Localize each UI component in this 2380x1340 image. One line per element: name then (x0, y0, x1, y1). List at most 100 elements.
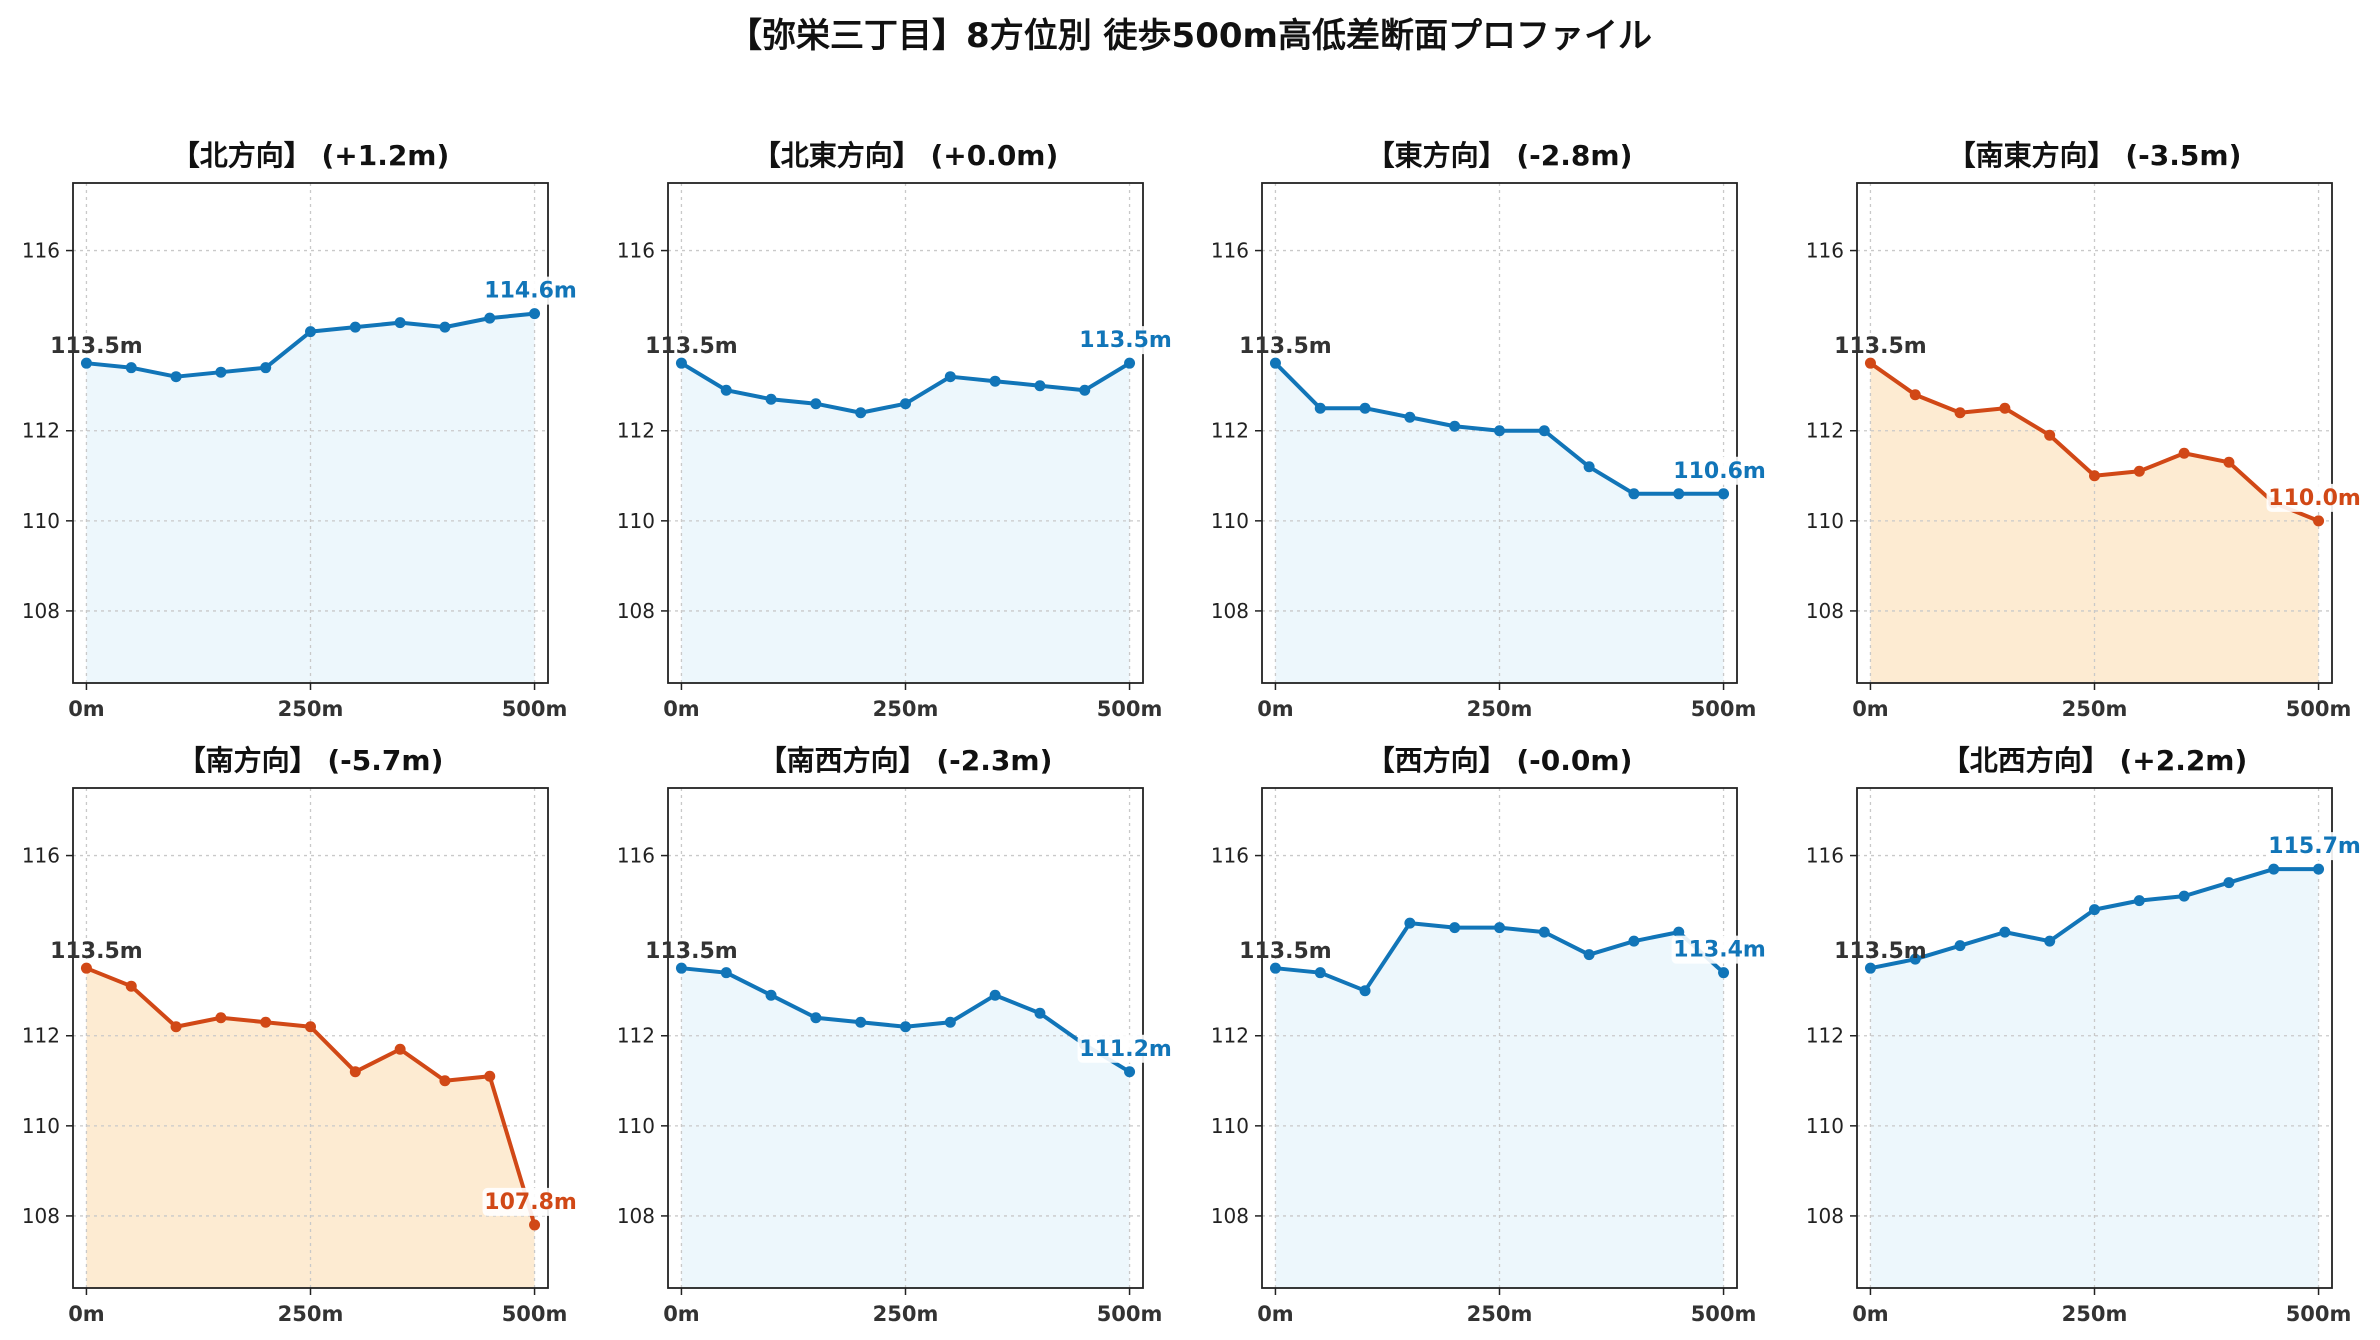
y-tick-label: 108 (1806, 1204, 1844, 1228)
y-tick-label: 112 (22, 419, 60, 443)
data-point (170, 371, 182, 383)
data-point (1034, 1007, 1046, 1019)
start-label: 113.5m (1834, 939, 1927, 964)
panel-title: 【東方向】 (-2.8m) (1367, 139, 1633, 172)
data-point (1124, 1066, 1136, 1078)
end-label: 114.6m (484, 279, 577, 304)
data-point (2268, 863, 2280, 875)
panel-title: 【北東方向】 (+0.0m) (753, 139, 1059, 172)
x-tick-label: 250m (873, 697, 939, 721)
panel-title: 【南東方向】 (-3.5m) (1948, 139, 2242, 172)
y-tick-label: 110 (1806, 1114, 1844, 1138)
y-tick-label: 108 (1211, 599, 1249, 623)
y-tick-label: 116 (1211, 239, 1249, 263)
y-tick-label: 112 (617, 1024, 655, 1048)
data-point (2223, 877, 2235, 889)
data-point (2313, 515, 2325, 527)
end-label-box (1077, 326, 1174, 355)
data-point (855, 1016, 867, 1028)
x-tick-label: 500m (1097, 1302, 1163, 1326)
data-point (439, 1075, 451, 1087)
data-point (855, 407, 867, 419)
area-fill (1275, 363, 1724, 683)
chart-panel-0: 【北方向】 (+1.2m) 108 110 112 116 0m 250m 500m 113.5… (22, 139, 579, 721)
data-point (675, 962, 687, 974)
data-point (765, 989, 777, 1001)
data-point (2044, 935, 2056, 947)
x-tick-label: 250m (1467, 1302, 1533, 1326)
data-point (1954, 407, 1966, 419)
chart-panel-3: 【南東方向】 (-3.5m) 108 110 112 116 0m 250m 500m 113.… (1806, 139, 2363, 721)
data-point (810, 398, 822, 410)
data-point (170, 1021, 182, 1033)
chart-panel-6: 【西方向】 (-0.0m) 108 110 112 116 0m 250m 500m 113.5… (1211, 744, 1768, 1326)
start-label: 113.5m (50, 939, 143, 964)
data-point (900, 398, 911, 410)
data-point (1538, 926, 1550, 938)
data-point (1404, 917, 1416, 929)
data-point (2178, 890, 2190, 902)
y-tick-label: 116 (22, 844, 60, 868)
chart-panel-4: 【南方向】 (-5.7m) 108 110 112 116 0m 250m 500m 113.5… (22, 744, 579, 1326)
panel-title: 【西方向】 (-0.0m) (1367, 744, 1633, 777)
data-point (675, 357, 687, 369)
data-point (1449, 420, 1461, 432)
start-label: 113.5m (1239, 334, 1332, 359)
data-point (260, 1016, 272, 1028)
data-point (1359, 402, 1371, 414)
data-point (1269, 357, 1281, 369)
start-label: 113.5m (645, 334, 738, 359)
area-fill (1870, 869, 2319, 1288)
data-point (944, 1016, 956, 1028)
data-point (215, 366, 227, 378)
data-point (1034, 380, 1046, 392)
chart-panel-5: 【南西方向】 (-2.3m) 108 110 112 116 0m 250m 500m 113.… (617, 744, 1174, 1326)
data-point (80, 962, 92, 974)
start-label: 113.5m (1834, 334, 1927, 359)
data-point (1494, 425, 1505, 437)
x-tick-label: 0m (663, 1302, 700, 1326)
data-point (720, 967, 732, 979)
figure-title: 【弥栄三丁目】8方位別 徒歩500m高低差断面プロファイル (728, 16, 1652, 56)
data-point (529, 308, 541, 320)
end-label: 110.6m (1673, 459, 1766, 484)
data-point (989, 989, 1001, 1001)
x-tick-label: 500m (1097, 697, 1163, 721)
data-point (394, 317, 406, 329)
data-point (2044, 429, 2056, 441)
data-point (900, 1021, 911, 1033)
area-fill (681, 968, 1130, 1288)
x-tick-label: 500m (1691, 697, 1757, 721)
y-tick-label: 116 (1806, 239, 1844, 263)
y-tick-label: 108 (22, 599, 60, 623)
data-point (1673, 488, 1685, 500)
x-tick-label: 250m (873, 1302, 939, 1326)
data-point (349, 321, 361, 333)
x-tick-label: 500m (2286, 697, 2352, 721)
y-tick-label: 108 (22, 1204, 60, 1228)
data-point (1718, 967, 1730, 979)
y-tick-label: 116 (1211, 844, 1249, 868)
data-point (1909, 389, 1921, 401)
y-tick-label: 110 (1806, 509, 1844, 533)
x-tick-label: 0m (663, 697, 700, 721)
panel-title: 【北方向】 (+1.2m) (172, 139, 450, 172)
x-tick-label: 250m (2062, 1302, 2128, 1326)
start-label: 113.5m (1239, 939, 1332, 964)
y-tick-label: 116 (22, 239, 60, 263)
area-fill (681, 363, 1130, 683)
y-tick-label: 112 (1211, 419, 1249, 443)
data-point (1314, 967, 1326, 979)
data-point (1999, 402, 2011, 414)
data-point (215, 1012, 227, 1024)
data-point (1628, 488, 1640, 500)
data-point (1909, 953, 1921, 965)
data-point (1538, 425, 1550, 437)
data-point (1583, 949, 1595, 961)
x-tick-label: 0m (68, 1302, 105, 1326)
data-point (1449, 922, 1461, 934)
x-tick-label: 0m (1257, 697, 1294, 721)
data-point (125, 362, 137, 374)
data-point (1718, 488, 1730, 500)
start-label: 113.5m (645, 939, 738, 964)
